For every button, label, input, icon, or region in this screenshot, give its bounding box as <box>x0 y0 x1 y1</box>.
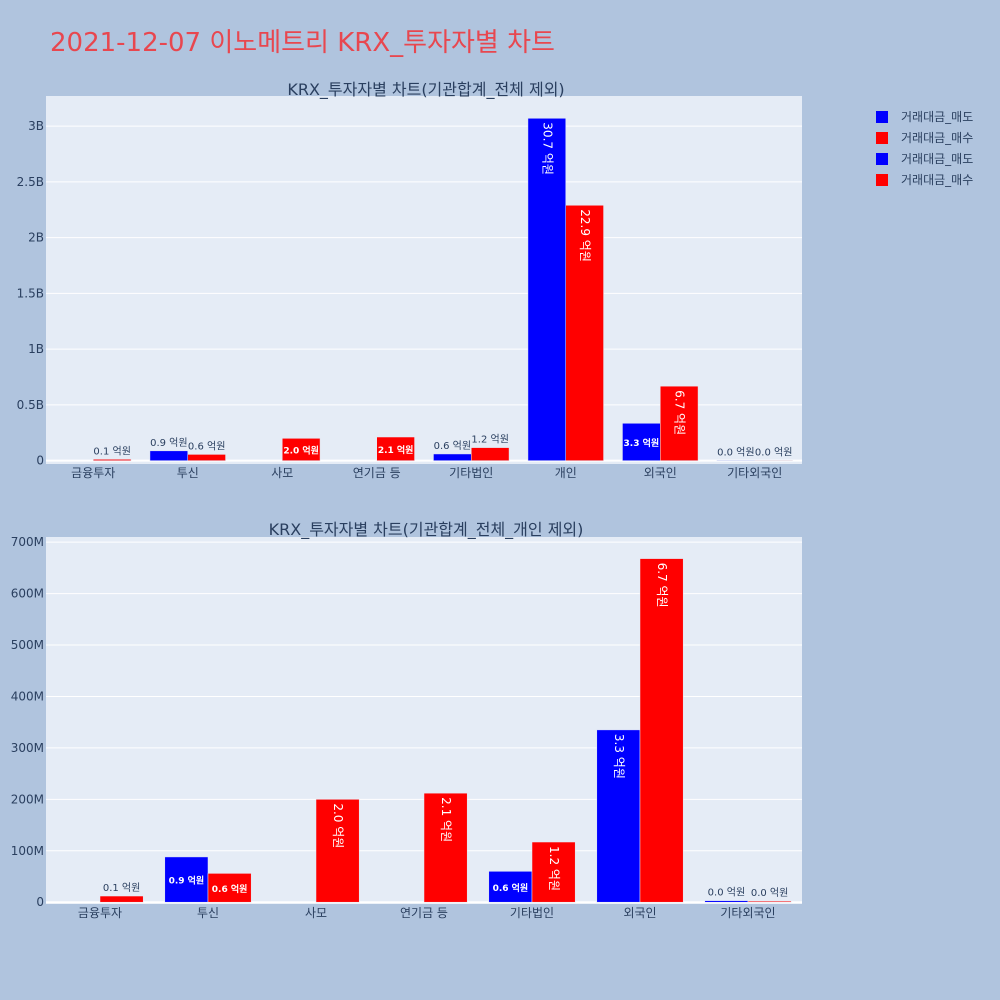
x-tick-label: 투신 <box>177 466 199 480</box>
x-tick-label: 외국인 <box>623 906 656 920</box>
data-label: 0.9 억원 <box>169 875 205 887</box>
data-label: 1.2 억원 <box>471 434 508 446</box>
legend-label: 거래대금_매도 <box>901 152 974 166</box>
bar <box>531 841 576 903</box>
chart-panel-2: 0 100M 200M 300M 400M 500M 600M 700M KRX_투자자별 차트… <box>11 520 802 920</box>
bar <box>471 447 510 461</box>
x-tick-label: 외국인 <box>644 466 677 480</box>
y-tick-label: 1B <box>28 342 44 356</box>
y-tick-label: 2B <box>28 231 44 245</box>
legend-item[interactable]: 거래대금_매수 <box>876 127 973 148</box>
data-label: 0.6 억원 <box>212 883 248 895</box>
bar <box>164 856 209 903</box>
bar <box>376 436 415 461</box>
bar <box>639 558 684 903</box>
legend-swatch <box>876 152 888 165</box>
bar <box>187 454 226 461</box>
data-label: 0.9 억원 <box>150 437 187 449</box>
y-tick-label: 3B <box>28 119 44 133</box>
x-tick-label: 연기금 등 <box>400 906 448 920</box>
chart-panel-1: 0 0.5B 1B 1.5B 2B 2.5B 3B KRX_투자자별 차트(기관합계_전체 제… <box>17 80 802 480</box>
bar <box>93 459 132 461</box>
y-tick-label: 500M <box>11 638 44 652</box>
data-label: 6.7 억원 <box>655 563 669 608</box>
data-label: 0.6 억원 <box>188 440 225 452</box>
legend-item[interactable]: 거래대금_매수 <box>876 169 973 190</box>
data-label: 30.7 억원 <box>540 122 554 175</box>
x-tick-label: 사모 <box>305 906 327 920</box>
bar <box>660 385 699 461</box>
data-label: 1.2 억원 <box>547 846 561 891</box>
bar <box>423 792 468 903</box>
legend-label: 거래대금_매수 <box>901 173 974 187</box>
data-label: 0.6 억원 <box>434 440 471 452</box>
x-tick-label: 기타외국인 <box>727 466 782 480</box>
x-tick-label: 금융투자 <box>78 906 122 920</box>
bar <box>704 900 749 903</box>
y-tick-label: 200M <box>11 792 44 806</box>
y-tick-label: 700M <box>11 535 44 549</box>
data-label: 22.9 억원 <box>578 209 592 262</box>
bar <box>282 438 321 461</box>
bar <box>149 450 188 461</box>
bar <box>527 118 567 461</box>
y-tick-label: 0 <box>36 895 44 909</box>
y-tick-label: 0 <box>36 454 44 468</box>
bar <box>207 873 252 903</box>
data-label: 0.0 억원 <box>751 887 788 899</box>
y-tick-label: 600M <box>11 587 44 601</box>
legend-swatch <box>876 173 888 186</box>
bar <box>565 205 604 461</box>
legend-item[interactable]: 거래대금_매도 <box>876 148 973 169</box>
data-label: 2.1 억원 <box>378 444 414 456</box>
y-tick-label: 400M <box>11 689 44 703</box>
x-tick-label: 금융투자 <box>71 466 115 480</box>
x-tick-label: 개인 <box>555 466 577 480</box>
data-label: 2.1 억원 <box>439 797 453 842</box>
x-tick-label: 사모 <box>271 466 293 480</box>
x-tick-label: 기타법인 <box>510 906 554 920</box>
data-label: 0.6 억원 <box>493 882 529 894</box>
legend-item[interactable]: 거래대금_매도 <box>876 106 973 127</box>
bar <box>315 799 360 903</box>
bar <box>433 453 472 461</box>
legend-label: 거래대금_매수 <box>901 131 974 145</box>
y-tick-label: 0.5B <box>17 398 44 412</box>
legend: 거래대금_매도 거래대금_매수 거래대금_매도 거래대금_매수 <box>876 106 973 190</box>
data-label: 0.0 억원 <box>708 887 745 899</box>
x-tick-label: 기타법인 <box>449 466 493 480</box>
bar <box>596 729 641 903</box>
x-tick-label: 기타외국인 <box>720 906 775 920</box>
y-tick-label: 1.5B <box>17 286 44 300</box>
data-label: 0.0 억원 <box>755 446 792 458</box>
bar <box>747 900 792 903</box>
data-label: 0.0 억원 <box>717 446 754 458</box>
bar <box>622 423 661 461</box>
data-label: 0.1 억원 <box>103 882 140 894</box>
y-tick-label: 300M <box>11 741 44 755</box>
data-label: 3.3 억원 <box>624 437 660 449</box>
chart-title: KRX_투자자별 차트(기관합계_전체_개인 제외) <box>269 520 584 540</box>
data-label: 3.3 억원 <box>612 734 626 779</box>
x-tick-label: 연기금 등 <box>353 466 401 480</box>
data-label: 0.1 억원 <box>93 445 130 457</box>
chart-title: KRX_투자자별 차트(기관합계_전체 제외) <box>287 80 564 100</box>
legend-swatch <box>876 110 888 123</box>
bar <box>99 895 144 903</box>
data-label: 6.7 억원 <box>673 390 687 435</box>
page-title: 2021-12-07 이노메트리 KRX_투자자별 차트 <box>50 28 555 58</box>
legend-swatch <box>876 131 888 144</box>
data-label: 2.0 억원 <box>283 445 319 457</box>
x-tick-label: 투신 <box>197 906 219 920</box>
data-label: 2.0 억원 <box>331 803 345 848</box>
y-tick-label: 2.5B <box>17 175 44 189</box>
legend-label: 거래대금_매도 <box>901 110 974 124</box>
y-tick-label: 100M <box>11 844 44 858</box>
